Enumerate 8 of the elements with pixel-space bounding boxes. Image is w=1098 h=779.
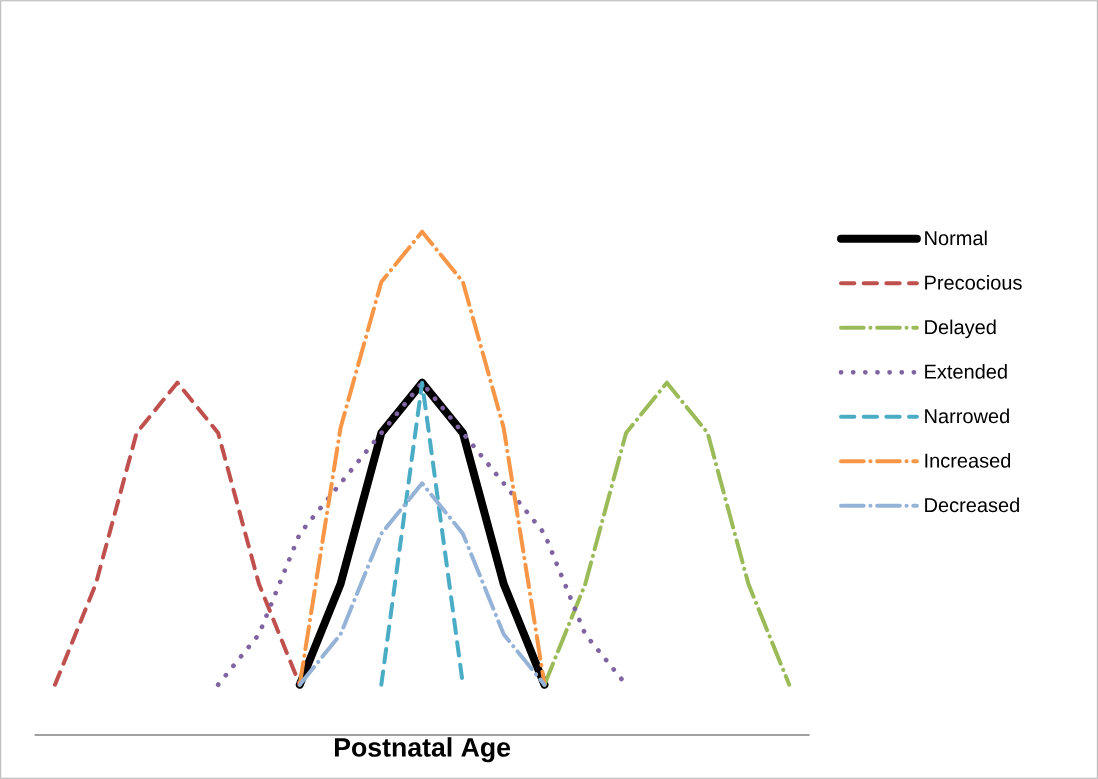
legend-label: Normal xyxy=(925,230,987,246)
legend-label: Delayed xyxy=(925,319,996,339)
legend-label: Precocious xyxy=(925,275,1022,290)
legend-label: Increased xyxy=(925,453,1011,468)
legend-label: Extended xyxy=(925,364,1007,379)
legend-label: Narrowed xyxy=(925,408,1009,424)
legend-label: Decreased xyxy=(925,497,1019,513)
x-axis-title: Postnatal Age xyxy=(334,737,511,763)
